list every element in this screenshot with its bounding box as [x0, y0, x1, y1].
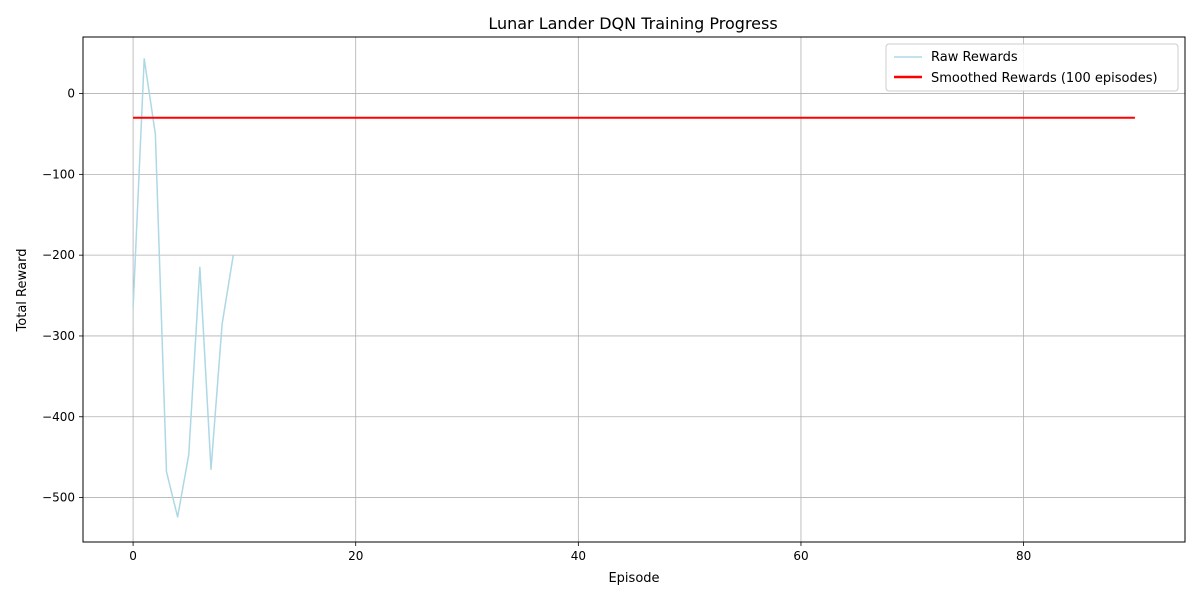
y-axis: 0 −100 −200 −300 −400 −500	[42, 87, 83, 505]
x-tick-label: 40	[571, 549, 586, 563]
x-tick-label: 80	[1016, 549, 1031, 563]
y-tick-label: 0	[67, 87, 75, 101]
chart-title: Lunar Lander DQN Training Progress	[488, 14, 777, 33]
y-tick-label: −500	[42, 491, 75, 505]
y-axis-label: Total Reward	[15, 249, 30, 333]
x-tick-label: 20	[348, 549, 363, 563]
x-axis-label: Episode	[608, 571, 659, 586]
raw-rewards-line	[132, 58, 235, 518]
series-layer	[132, 58, 1135, 518]
grid	[83, 37, 1185, 542]
y-tick-label: −300	[42, 329, 75, 343]
x-tick-label: 0	[129, 549, 137, 563]
plot-frame	[82, 36, 1186, 543]
legend-box	[885, 43, 1179, 92]
y-tick-label: −400	[42, 410, 75, 424]
x-axis: 0 20 40 60 80	[129, 542, 1031, 563]
legend-label-smoothed-rewards: Smoothed Rewards (100 episodes)	[931, 71, 1158, 86]
x-tick-label: 60	[793, 549, 808, 563]
legend-label-raw-rewards: Raw Rewards	[931, 50, 1018, 65]
legend: Raw Rewards Smoothed Rewards (100 episod…	[885, 43, 1179, 92]
y-tick-label: −200	[42, 248, 75, 262]
y-tick-label: −100	[42, 167, 75, 181]
